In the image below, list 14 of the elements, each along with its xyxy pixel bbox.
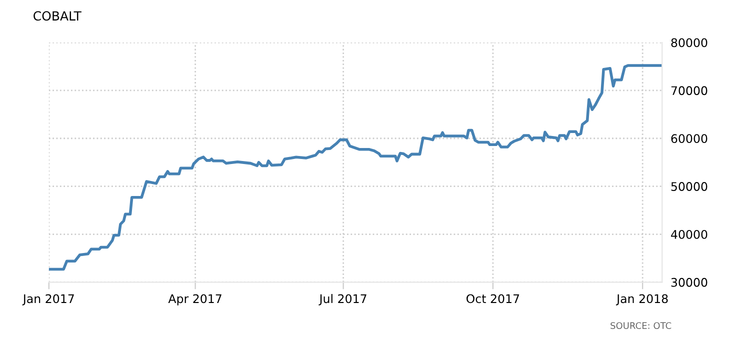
x-tick-label: Jan 2017 bbox=[22, 294, 74, 306]
x-tick-label: Jan 2018 bbox=[616, 294, 668, 306]
x-tick-label: Apr 2017 bbox=[168, 294, 222, 306]
x-tick-label: Jul 2017 bbox=[318, 294, 366, 306]
y-tick-label: 70000 bbox=[671, 86, 708, 96]
y-tick-label: 50000 bbox=[671, 182, 708, 191]
y-tick-label: 30000 bbox=[671, 278, 708, 287]
y-tick-label: 40000 bbox=[671, 230, 708, 239]
x-tick-label: Oct 2017 bbox=[466, 294, 520, 304]
source-note: SOURCE: OTC bbox=[610, 322, 672, 330]
line-series bbox=[48, 64, 662, 271]
y-tick-label: 80000 bbox=[671, 38, 708, 48]
chart-title: COBALT bbox=[34, 11, 82, 21]
y-tick-label: 60000 bbox=[671, 134, 708, 144]
